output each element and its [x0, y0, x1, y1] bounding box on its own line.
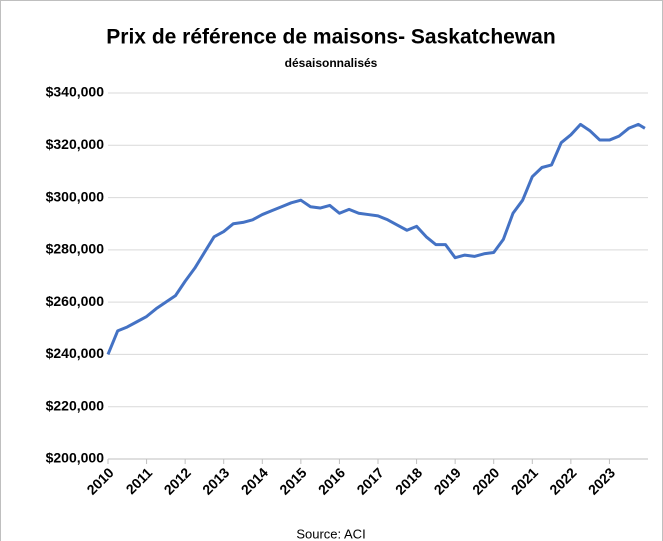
data-line: [106, 122, 646, 355]
y-tick-label: $300,000: [46, 188, 105, 204]
y-tick-label: $320,000: [46, 136, 105, 152]
source-note: Source: ACI: [296, 526, 365, 541]
y-tick-label: $340,000: [46, 84, 105, 100]
y-tick-label: $220,000: [46, 397, 105, 413]
chart-title: Prix de référence de maisons- Saskatchew…: [106, 26, 555, 49]
chart-subtitle: désaisonnalisés: [285, 56, 378, 70]
y-tick-label: $240,000: [46, 345, 105, 361]
y-tick-label: $200,000: [46, 450, 105, 466]
y-tick-label: $260,000: [46, 293, 105, 309]
y-tick-label: $280,000: [46, 241, 105, 257]
